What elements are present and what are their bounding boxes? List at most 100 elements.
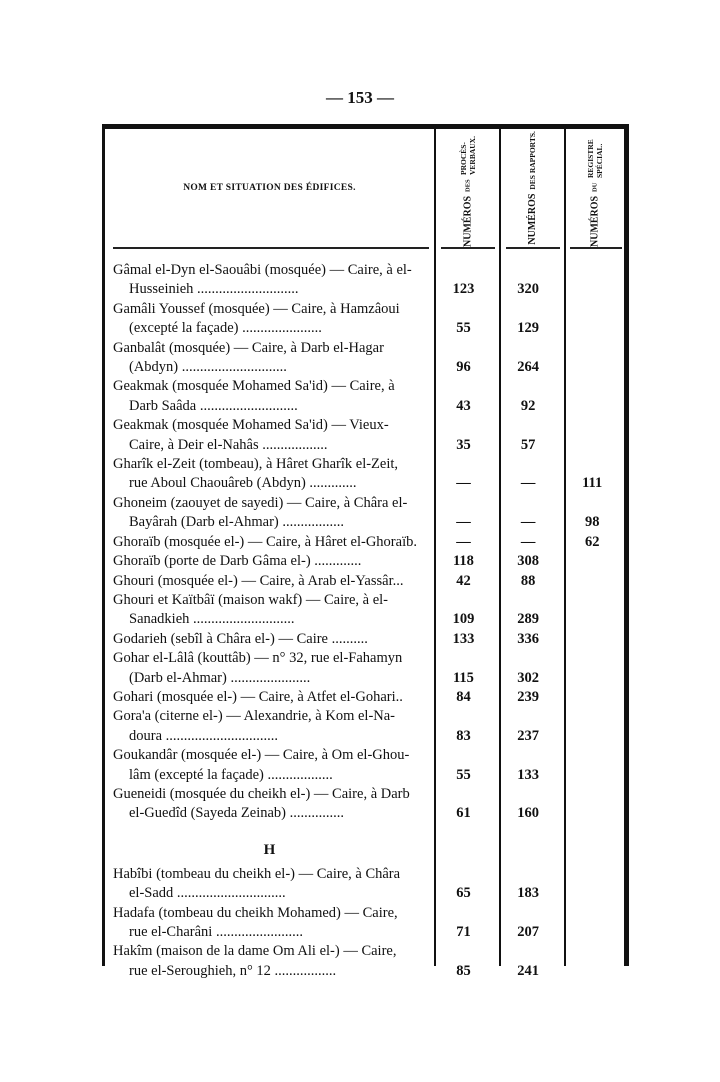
header-rule [113, 247, 429, 249]
table-row: Ganbalât (mosquée) — Caire, à Darb el-Ha… [105, 339, 624, 378]
edifice-name: Geakmak (mosquée Mohamed Sa'id) — Caire,… [105, 377, 431, 416]
edifice-name: Gamâli Youssef (mosquée) — Caire, à Hamz… [105, 300, 431, 339]
table-row: Ghoneim (zaouyet de sayedi) — Caire, à C… [105, 494, 624, 533]
edifice-line: rue el-Seroughieh, n° 12 ...............… [129, 962, 337, 979]
edifice-name: Geakmak (mosquée Mohamed Sa'id) — Vieux-… [105, 416, 431, 455]
proces-verbal-number: 118 [452, 553, 474, 570]
table-row: Gueneidi (mosquée du cheikh el-) — Caire… [105, 785, 624, 824]
edifice-line: (Abdyn) ............................. [129, 359, 287, 376]
table-row: Gamâli Youssef (mosquée) — Caire, à Hamz… [105, 300, 624, 339]
header-text: REGISTRE SPÉCIAL. [586, 139, 604, 179]
edifice-name: Ganbalât (mosquée) — Caire, à Darb el-Ha… [105, 339, 431, 378]
edifice-line: Husseinieh ............................ [129, 281, 299, 298]
edifice-line: Caire, à Deir el-Nahâs .................… [129, 436, 328, 453]
header-text: NUMÉROS [462, 195, 473, 247]
edifice-line: Ghouri et Kaïtbâï (maison wakf) — Caire,… [113, 591, 389, 608]
edifice-line: lâm (excepté la façade) ................… [129, 766, 333, 783]
edifice-line: Hakîm (maison de la dame Om Ali el-) — C… [113, 943, 397, 960]
header-proces-verbaux: NUMÉROS DES PROCÈS-VERBAUX. [436, 129, 499, 247]
table-row: Hadafa (tombeau du cheikh Mohamed) — Cai… [105, 904, 624, 943]
table-row: Gora'a (citerne el-) — Alexandrie, à Kom… [105, 707, 624, 746]
proces-verbal-number: — [456, 475, 471, 492]
edifice-line: Godarieh (sebîl à Châra el-) — Caire ...… [113, 630, 368, 647]
registre-number: 98 [584, 514, 600, 531]
table-row: Geakmak (mosquée Mohamed Sa'id) — Vieux-… [105, 416, 624, 455]
edifice-line: Gohari (mosquée el-) — Caire, à Atfet el… [113, 688, 403, 705]
edifice-name: Godarieh (sebîl à Châra el-) — Caire ...… [105, 630, 431, 649]
edifice-name: Ghouri et Kaïtbâï (maison wakf) — Caire,… [105, 591, 431, 630]
edifice-line: Ganbalât (mosquée) — Caire, à Darb el-Ha… [113, 339, 384, 356]
proces-verbal-number: 55 [456, 320, 471, 337]
edifices-table: NOM ET SITUATION DES ÉDIFICES. NUMÉROS D… [102, 124, 629, 979]
header-text: NUMÉROS [589, 195, 601, 247]
header-text: PROCÈS-VERBAUX. [458, 136, 477, 176]
edifice-line: Gohar el-Lâlâ (kouttâb) — n° 32, rue el-… [113, 650, 403, 667]
rapport-number: 239 [517, 688, 539, 705]
rapport-number: 129 [517, 320, 539, 337]
proces-verbal-number: 71 [456, 924, 471, 940]
page-number: — 153 — [326, 88, 394, 107]
column-divider [499, 129, 501, 966]
header-rule [570, 247, 622, 249]
edifice-line: Geakmak (mosquée Mohamed Sa'id) — Vieux- [113, 417, 389, 434]
registre-number: 111 [582, 475, 603, 492]
edifice-line: Gora'a (citerne el-) — Alexandrie, à Kom… [113, 708, 396, 725]
rapport-number: 183 [517, 885, 539, 902]
rapport-number: 320 [517, 281, 539, 298]
table-row: Goukandâr (mosquée el-) — Caire, à Om el… [105, 746, 624, 785]
edifice-line: Ghoneim (zaouyet de sayedi) — Caire, à C… [113, 494, 408, 511]
edifice-line: Darb Saâda ........................... [129, 397, 298, 414]
edifice-line: rue el-Charâni ........................ [129, 924, 303, 940]
table-row: Geakmak (mosquée Mohamed Sa'id) — Caire,… [105, 377, 624, 416]
edifice-name: Habîbi (tombeau du cheikh el-) — Caire, … [105, 865, 431, 904]
edifice-name: Gâmal el-Dyn el-Saouâbi (mosquée) — Cair… [105, 261, 431, 300]
edifice-line: Gharîk el-Zeit (tombeau), à Hâret Gharîk… [113, 456, 399, 473]
table-row: Gohari (mosquée el-) — Caire, à Atfet el… [105, 688, 624, 707]
rapport-number: 302 [517, 669, 539, 686]
edifice-name: Hakîm (maison de la dame Om Ali el-) — C… [105, 942, 431, 981]
edifice-line: Gamâli Youssef (mosquée) — Caire, à Hamz… [113, 300, 400, 317]
proces-verbal-number: 83 [456, 727, 471, 744]
edifice-name: Ghoraïb (mosquée el-) — Caire, à Hâret e… [105, 533, 431, 552]
proces-verbal-number: — [456, 514, 471, 531]
proces-verbal-number: 65 [456, 885, 471, 902]
table-row: Godarieh (sebîl à Châra el-) — Caire ...… [105, 630, 624, 649]
header-text: DES [464, 179, 471, 192]
proces-verbal-number: 61 [456, 805, 471, 822]
rapport-number: 133 [517, 766, 539, 783]
rapport-number: 160 [517, 805, 539, 822]
proces-verbal-number: 123 [452, 281, 475, 298]
edifice-line: Ghoraïb (porte de Darb Gâma el-) .......… [113, 553, 362, 570]
table-row: Ghouri (mosquée el-) — Caire, à Arab el-… [105, 572, 624, 591]
edifice-line: doura ............................... [129, 727, 279, 744]
proces-verbal-number: — [456, 533, 471, 550]
rapport-number: 308 [517, 553, 539, 570]
edifice-line: Ghoraïb (mosquée el-) — Caire, à Hâret e… [113, 533, 417, 550]
edifice-line: Bayârah (Darb el-Ahmar) ................… [129, 514, 345, 531]
rapport-number: 264 [517, 359, 539, 376]
table-row: Ghouri et Kaïtbâï (maison wakf) — Caire,… [105, 591, 624, 630]
edifice-line: (Darb el-Ahmar) ...................... [129, 669, 311, 686]
edifice-name: Ghoraïb (porte de Darb Gâma el-) .......… [105, 552, 431, 571]
rapport-number: 336 [517, 630, 539, 647]
proces-verbal-number: 84 [456, 688, 471, 705]
header-text: NUMÉROS [527, 193, 538, 245]
edifice-line: Goukandâr (mosquée el-) — Caire, à Om el… [113, 747, 410, 764]
proces-verbal-number: 85 [456, 962, 471, 979]
edifice-line: Ghouri (mosquée el-) — Caire, à Arab el-… [113, 572, 404, 589]
rapport-number: 207 [517, 924, 539, 940]
proces-verbal-number: 42 [456, 572, 471, 589]
edifice-line: (excepté la façade) ....................… [129, 320, 322, 337]
edifice-line: Sanadkieh ............................ [129, 611, 295, 628]
registre-number: 62 [584, 533, 600, 550]
proces-verbal-number: 35 [456, 436, 471, 453]
rapport-number: 241 [517, 962, 539, 979]
table-row: Habîbi (tombeau du cheikh el-) — Caire, … [105, 865, 624, 904]
edifice-name: Goukandâr (mosquée el-) — Caire, à Om el… [105, 746, 431, 785]
rapport-number: 57 [520, 436, 536, 453]
proces-verbal-number: 109 [452, 611, 475, 628]
rapport-number: — [520, 514, 536, 531]
rapport-number: — [520, 533, 536, 550]
edifice-line: Gueneidi (mosquée du cheikh el-) — Caire… [113, 785, 410, 802]
table-row: Ghoraïb (porte de Darb Gâma el-) .......… [105, 552, 624, 571]
